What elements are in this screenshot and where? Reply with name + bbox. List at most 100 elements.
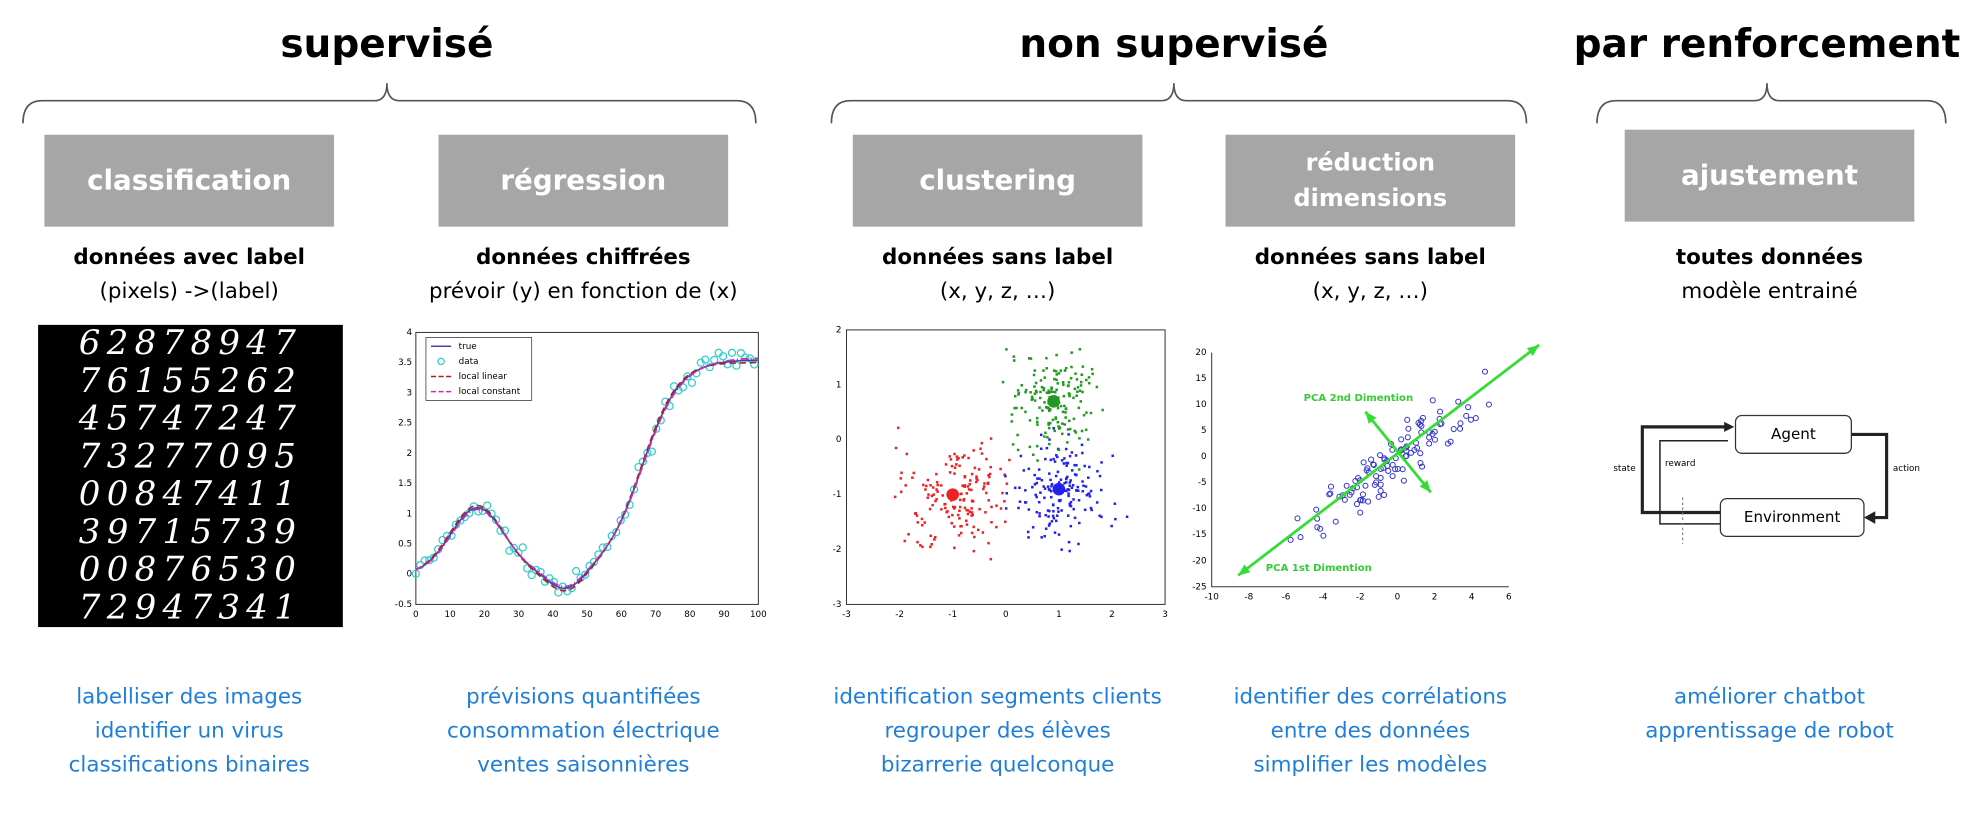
cluster-point bbox=[1085, 493, 1089, 497]
cluster-point bbox=[972, 449, 975, 452]
cluster-point bbox=[1042, 485, 1045, 488]
cluster-point bbox=[989, 465, 992, 469]
cluster-point bbox=[960, 492, 963, 496]
use-case: ventes saisonnières bbox=[477, 753, 689, 778]
cluster-point bbox=[1003, 499, 1006, 503]
cluster-point bbox=[916, 540, 919, 544]
brace bbox=[22, 83, 757, 124]
cluster-point bbox=[990, 505, 993, 509]
cluster-point bbox=[979, 447, 982, 450]
cluster-point bbox=[1004, 507, 1008, 510]
digit-row: 72947341 bbox=[79, 587, 302, 627]
cluster-point bbox=[957, 534, 961, 537]
use-case: entre des données bbox=[1271, 719, 1470, 744]
cluster-point bbox=[952, 507, 956, 510]
cluster-point bbox=[1042, 369, 1045, 372]
cluster-point bbox=[1058, 499, 1062, 503]
cluster-point bbox=[1028, 445, 1032, 449]
cluster-point bbox=[1026, 530, 1030, 534]
cluster-point bbox=[976, 478, 979, 482]
cluster-point bbox=[1053, 390, 1057, 394]
cluster-point bbox=[1052, 369, 1056, 372]
cluster-point bbox=[1033, 473, 1036, 477]
cluster-point bbox=[1056, 420, 1060, 424]
y-tick-label: 2.5 bbox=[398, 419, 412, 429]
data-heading: données sans label bbox=[1255, 245, 1486, 270]
data-point bbox=[1381, 455, 1388, 462]
data-point bbox=[1429, 397, 1436, 404]
cluster-point bbox=[1019, 454, 1023, 458]
group-title: supervisé bbox=[280, 22, 493, 67]
centroid bbox=[946, 488, 959, 501]
brace bbox=[830, 83, 1528, 124]
cluster-point bbox=[1073, 429, 1076, 433]
data-point bbox=[1362, 482, 1369, 489]
cluster-point bbox=[1039, 433, 1043, 437]
cluster-point bbox=[1017, 393, 1020, 396]
x-tick-label: -1 bbox=[948, 610, 957, 620]
y-tick-label: 0 bbox=[406, 570, 412, 580]
cluster-point bbox=[958, 505, 962, 509]
cluster-point bbox=[967, 488, 971, 491]
legend-label: data bbox=[459, 357, 479, 367]
y-tick-label: 10 bbox=[1195, 400, 1207, 410]
cluster-point bbox=[1049, 495, 1053, 499]
cluster-point bbox=[1076, 485, 1080, 489]
cluster-point bbox=[931, 486, 935, 489]
y-tick-label: 15 bbox=[1195, 374, 1206, 384]
brace bbox=[1596, 83, 1947, 124]
cluster-point bbox=[921, 545, 924, 549]
cluster-point bbox=[1100, 461, 1103, 464]
cluster-point bbox=[1080, 373, 1083, 376]
cluster-point bbox=[1051, 418, 1055, 422]
cluster-point bbox=[987, 481, 990, 485]
cluster-point bbox=[1020, 406, 1024, 410]
data-point bbox=[1287, 536, 1294, 543]
cluster-point bbox=[1068, 504, 1072, 507]
cluster-point bbox=[1083, 508, 1087, 512]
cluster-point bbox=[970, 499, 974, 503]
cluster-point bbox=[1049, 458, 1053, 462]
cluster-point bbox=[1074, 431, 1078, 434]
data-point bbox=[411, 569, 421, 578]
data-point bbox=[1457, 420, 1464, 427]
cluster-point bbox=[1072, 498, 1075, 501]
cluster-point bbox=[1076, 386, 1080, 389]
cluster-point bbox=[1073, 463, 1076, 467]
cluster-point bbox=[1048, 522, 1051, 525]
cluster-point bbox=[1081, 365, 1085, 368]
data-point bbox=[727, 348, 737, 358]
cluster-point bbox=[1005, 482, 1009, 485]
cluster-point bbox=[1064, 407, 1068, 411]
data-point bbox=[1419, 463, 1426, 470]
cluster-point bbox=[1064, 411, 1067, 414]
cluster-point bbox=[912, 471, 916, 475]
cluster-point bbox=[1067, 392, 1071, 395]
data-point bbox=[1297, 534, 1304, 541]
cluster-point bbox=[1064, 416, 1067, 419]
cluster-point bbox=[1098, 514, 1101, 518]
data-point bbox=[1385, 467, 1392, 474]
use-case: classifications binaires bbox=[69, 753, 310, 778]
y-tick-label: -15 bbox=[1192, 530, 1206, 540]
cluster-point bbox=[1054, 474, 1058, 478]
cluster-point bbox=[1065, 464, 1068, 467]
cluster-point bbox=[1046, 406, 1049, 409]
cluster-point bbox=[1040, 536, 1043, 539]
cluster-point bbox=[1081, 390, 1084, 394]
cluster-point bbox=[1059, 404, 1063, 408]
cluster-point bbox=[1036, 459, 1039, 462]
cluster-point bbox=[1052, 516, 1056, 520]
cluster-point bbox=[1030, 395, 1034, 399]
cluster-point bbox=[972, 525, 975, 529]
cluster-point bbox=[1050, 484, 1053, 488]
cluster-point bbox=[955, 463, 958, 466]
data-point bbox=[425, 556, 434, 565]
cluster-point bbox=[904, 484, 907, 487]
cluster-point bbox=[1039, 491, 1042, 494]
cluster-point bbox=[978, 507, 981, 511]
category-box bbox=[1225, 134, 1516, 227]
cluster-point bbox=[950, 521, 953, 525]
data-point bbox=[1359, 491, 1366, 498]
cluster-point bbox=[1060, 548, 1063, 551]
